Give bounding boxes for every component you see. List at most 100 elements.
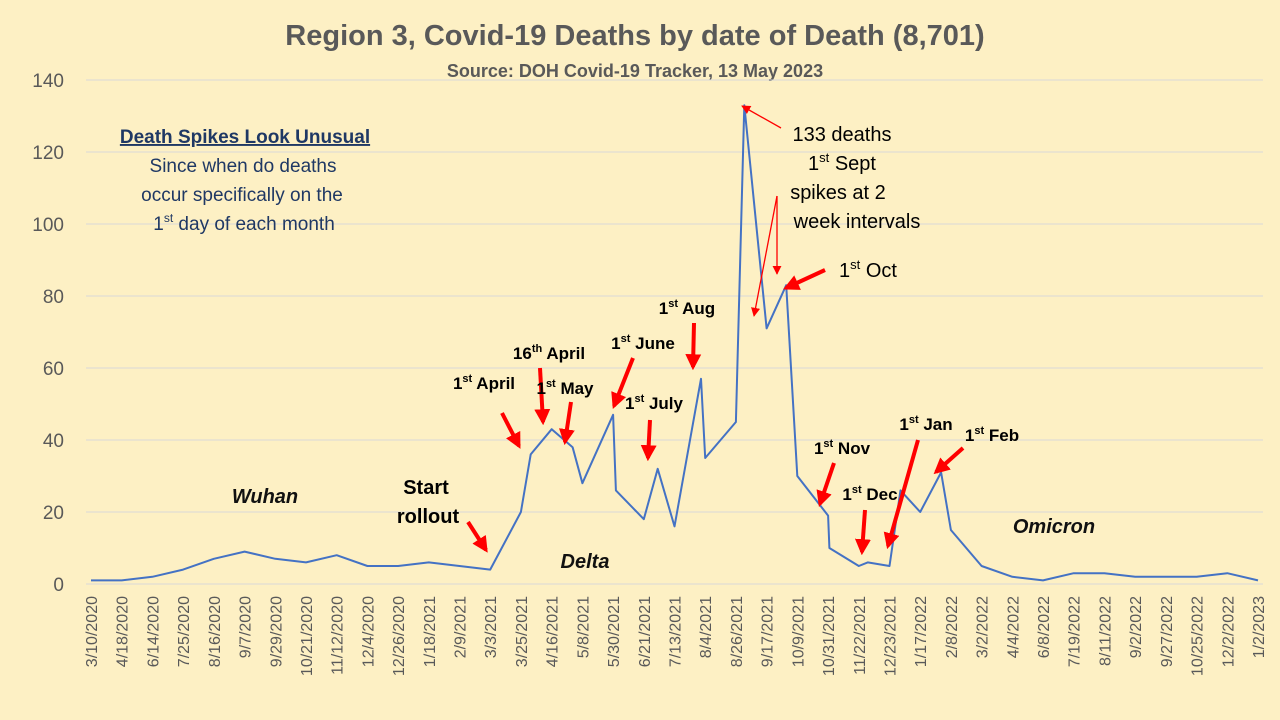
grid-layer — [86, 79, 1263, 585]
label-april16: 16th April — [513, 343, 585, 363]
arrow-jan1 — [883, 439, 920, 550]
label-sept-line2-post: Sept — [829, 153, 876, 175]
label-nov1: 1st Nov — [814, 438, 871, 458]
label-jan1-sup: st — [909, 414, 919, 426]
arrow-june1 — [611, 357, 635, 409]
y-axis: 0 20 40 60 80 100 120 140 — [32, 71, 64, 596]
arrow-april1 — [500, 412, 521, 449]
label-sept-line1: 133 deaths — [793, 124, 892, 146]
x-tick-label: 10/21/2020 — [299, 596, 316, 676]
note-box-line2: occur specifically on the — [141, 185, 343, 206]
y-tick-label: 100 — [32, 215, 64, 236]
note-box-line3: 1st day of each month — [153, 211, 335, 235]
x-tick-label: 3/2/2022 — [975, 596, 992, 658]
x-tick-label: 8/26/2021 — [729, 596, 746, 667]
note-box-line3-pre: 1 — [153, 214, 164, 235]
x-tick-label: 12/2/2022 — [1220, 596, 1237, 667]
label-june1: 1st June — [611, 333, 675, 353]
label-june1-sup: st — [621, 333, 631, 345]
label-aug1: 1st Aug — [659, 298, 715, 318]
label-feb1-pre: 1 — [965, 426, 974, 445]
x-tick-label: 9/17/2021 — [760, 596, 777, 667]
x-tick-label: 1/2/2023 — [1251, 596, 1268, 658]
arrow-july1 — [640, 419, 657, 462]
label-nov1-post: Nov — [833, 439, 870, 458]
label-dec1: 1st Dec — [842, 484, 897, 504]
arrow-nov1 — [816, 462, 836, 508]
label-delta: Delta — [561, 551, 610, 573]
x-tick-label: 7/25/2020 — [176, 596, 193, 667]
label-april1: 1st April — [453, 373, 515, 393]
label-spikes-line2: week intervals — [793, 211, 921, 233]
label-oct1-sup: st — [850, 257, 861, 272]
x-tick-label: 10/31/2021 — [821, 596, 838, 676]
x-tick-label: 12/23/2021 — [882, 596, 899, 676]
arrow-feb1 — [933, 446, 965, 475]
label-dec1-pre: 1 — [842, 485, 851, 504]
label-july1-pre: 1 — [625, 394, 634, 413]
label-april16-post: April — [542, 344, 585, 363]
label-aug1-pre: 1 — [659, 299, 668, 318]
y-tick-label: 60 — [43, 359, 64, 380]
x-tick-label: 5/30/2021 — [606, 596, 623, 667]
label-may1-sup: st — [546, 378, 556, 390]
label-wuhan: Wuhan — [232, 486, 298, 508]
label-feb1-sup: st — [974, 425, 984, 437]
label-omicron: Omicron — [1013, 516, 1095, 538]
x-tick-label: 1/17/2022 — [913, 596, 930, 667]
label-may1: 1st May — [536, 378, 594, 398]
y-tick-label: 20 — [43, 503, 64, 524]
arrow-spike-sept17 — [751, 195, 778, 317]
label-dec1-post: Dec — [862, 485, 898, 504]
label-jan1: 1st Jan — [899, 414, 952, 434]
x-tick-label: 4/18/2020 — [115, 596, 132, 667]
label-may1-post: May — [556, 379, 594, 398]
label-aug1-sup: st — [668, 298, 678, 310]
arrow-start-rollout — [466, 520, 488, 553]
x-tick-label: 2/9/2021 — [453, 596, 470, 658]
x-tick-label: 7/19/2022 — [1067, 596, 1084, 667]
x-tick-label: 4/16/2021 — [545, 596, 562, 667]
label-nov1-sup: st — [823, 438, 833, 450]
y-tick-label: 0 — [53, 575, 64, 596]
label-june1-pre: 1 — [611, 334, 620, 353]
label-start-rollout-2: rollout — [397, 506, 460, 528]
x-tick-label: 11/12/2020 — [330, 596, 347, 675]
x-tick-label: 6/21/2021 — [637, 596, 654, 667]
label-feb1: 1st Feb — [965, 425, 1019, 445]
y-tick-label: 120 — [32, 143, 64, 164]
label-july1: 1st July — [625, 393, 684, 413]
y-tick-label: 40 — [43, 431, 64, 452]
y-tick-label: 140 — [32, 71, 64, 92]
arrow-sept1 — [741, 105, 782, 129]
series-line-deaths — [91, 104, 1259, 582]
x-tick-label: 8/11/2022 — [1097, 596, 1114, 666]
label-oct1: 1st Oct — [839, 257, 897, 282]
arrow-may1 — [558, 401, 575, 446]
chart-subtitle: Source: DOH Covid-19 Tracker, 13 May 202… — [447, 61, 823, 81]
x-tick-label: 3/10/2020 — [84, 596, 101, 667]
label-sept-line2-pre: 1 — [808, 153, 819, 175]
x-tick-label: 9/29/2020 — [268, 596, 285, 667]
note-box-title: Death Spikes Look Unusual — [120, 127, 370, 148]
label-jan1-post: Jan — [919, 415, 953, 434]
label-spikes-line1: spikes at 2 — [790, 182, 886, 204]
x-tick-label: 10/9/2021 — [790, 596, 807, 667]
x-tick-label: 12/26/2020 — [391, 596, 408, 676]
x-tick-label: 9/27/2022 — [1159, 596, 1176, 667]
label-dec1-sup: st — [852, 484, 862, 496]
label-aug1-post: Aug — [678, 299, 715, 318]
chart-title: Region 3, Covid-19 Deaths by date of Dea… — [285, 20, 984, 52]
label-sept-line2-sup: st — [819, 150, 830, 165]
arrow-april16 — [534, 367, 551, 426]
x-tick-label: 11/22/2021 — [852, 596, 869, 675]
label-july1-sup: st — [634, 393, 644, 405]
label-feb1-post: Feb — [984, 426, 1019, 445]
label-july1-post: July — [644, 394, 683, 413]
note-box-line1: Since when do deaths — [150, 156, 337, 177]
x-tick-label: 10/25/2022 — [1190, 596, 1207, 676]
x-tick-label: 4/4/2022 — [1005, 596, 1022, 658]
x-tick-label: 6/14/2020 — [145, 596, 162, 667]
